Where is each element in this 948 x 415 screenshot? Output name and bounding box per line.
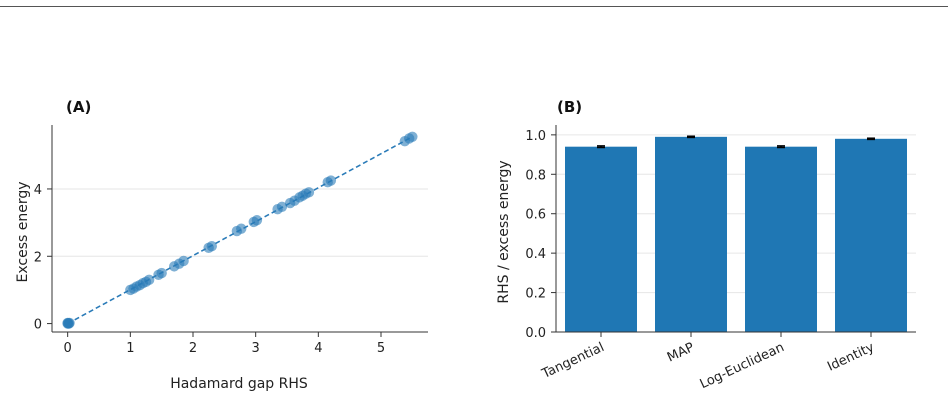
panel-b-y-tick-label-0: 0.0 xyxy=(525,326,546,341)
panel-b-y-ticks: 0.0 0.2 0.4 0.6 0.8 1.0 xyxy=(525,129,556,341)
panel-b-bar-log-euclidean xyxy=(745,146,817,332)
panel-a-point-13 xyxy=(156,267,167,279)
top-divider-line xyxy=(0,6,948,7)
panel-a-axes xyxy=(51,125,428,333)
panel-a-y-tick-label-1: 2 xyxy=(34,250,42,265)
panel-a-scatter: 0 1 2 3 4 5 0 2 4 (A) Hadamard gap RHS Excess e… xyxy=(15,98,428,392)
panel-a-x-tick-label-4: 4 xyxy=(314,341,322,356)
panel-a-y-ticks: 0 2 4 xyxy=(34,183,52,333)
panel-a-point-4 xyxy=(64,317,75,329)
panel-b-x-tick-label-0: Tangential xyxy=(539,340,607,382)
panel-a-point-11 xyxy=(143,274,155,286)
panel-a-x-tick-label-2: 2 xyxy=(189,341,197,356)
panel-a-point-22 xyxy=(251,215,263,226)
panel-b-x-tick-label-1: MAP xyxy=(665,340,697,365)
panel-b-y-tick-label-2: 0.4 xyxy=(525,247,546,262)
panel-a-y-tick-label-2: 4 xyxy=(34,183,42,198)
panel-a-point-32 xyxy=(325,175,337,186)
panel-a-y-tick-label-0: 0 xyxy=(34,318,42,333)
panel-b-y-tick-label-5: 1.0 xyxy=(525,129,546,144)
panel-b-label: (B) xyxy=(557,98,582,116)
panel-a-x-tick-label-1: 1 xyxy=(126,341,134,356)
panel-b-error-bars xyxy=(597,135,875,149)
panel-a-x-ticks: 0 1 2 3 4 5 xyxy=(64,332,385,356)
panel-b-x-tick-label-2: Log-Euclidean xyxy=(698,340,787,392)
panel-b-x-ticks: Tangential MAP Log-Euclidean Identity xyxy=(539,332,877,392)
panel-b-bar-chart: 0.0 0.2 0.4 0.6 0.8 1.0 Tangential MAP Log-Eucl… xyxy=(496,98,916,392)
panel-b-y-axis-label: RHS / excess energy xyxy=(496,160,512,303)
panel-a-gridlines xyxy=(52,188,428,257)
panel-b-y-tick-label-1: 0.2 xyxy=(525,287,546,302)
panel-a-point-35 xyxy=(407,131,418,142)
panel-a-x-tick-label-0: 0 xyxy=(64,341,72,356)
panel-b-y-tick-label-3: 0.6 xyxy=(525,208,546,223)
panel-b-axes xyxy=(555,125,916,333)
panel-b-y-tick-label-4: 0.8 xyxy=(525,168,546,183)
panel-b-bars xyxy=(565,136,907,332)
panel-b-bar-identity xyxy=(835,138,907,332)
panel-a-point-20 xyxy=(236,223,247,234)
panel-b-x-tick-label-3: Identity xyxy=(825,340,877,375)
panel-a-point-24 xyxy=(276,201,288,212)
panel-a-x-tick-label-3: 3 xyxy=(252,341,260,356)
panel-a-points xyxy=(62,131,418,329)
panel-b-bar-map xyxy=(655,136,727,332)
panel-b-bar-tangential xyxy=(565,146,637,332)
panel-a-point-16 xyxy=(178,255,189,267)
panel-a-x-tick-label-5: 5 xyxy=(377,341,385,356)
panel-a-label: (A) xyxy=(66,98,91,116)
panel-a-point-18 xyxy=(206,240,217,252)
panel-a-y-axis-label: Excess energy xyxy=(15,181,31,282)
panel-a-point-30 xyxy=(303,187,315,198)
panel-a-x-axis-label: Hadamard gap RHS xyxy=(170,376,308,392)
